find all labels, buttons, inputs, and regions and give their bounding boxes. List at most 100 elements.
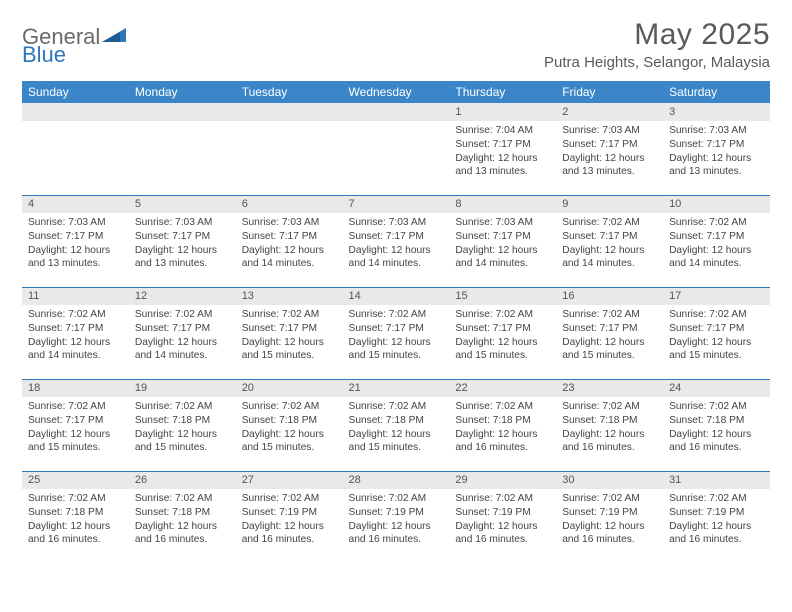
details-row: Sunrise: 7:02 AM Sunset: 7:17 PM Daylight:… [22, 397, 770, 471]
detail-line: Sunset: 7:19 PM [349, 506, 444, 520]
detail-line: and 14 minutes. [669, 257, 764, 271]
calendar-head: Sunday Monday Tuesday Wednesday Thursday… [22, 81, 770, 103]
weekday-thu: Thursday [449, 81, 556, 103]
detail-line: Daylight: 12 hours [349, 244, 444, 258]
day-number-cell: 11 [22, 287, 129, 305]
day-detail-cell: Sunrise: 7:03 AMSunset: 7:17 PMDaylight:… [343, 213, 450, 287]
day-detail-cell: Sunrise: 7:02 AMSunset: 7:17 PMDaylight:… [343, 305, 450, 379]
details-row: Sunrise: 7:02 AMSunset: 7:18 PMDaylight:… [22, 489, 770, 563]
daynum-row: 18192021222324 [22, 379, 770, 397]
detail-line: and 15 minutes. [349, 349, 444, 363]
detail-line: Sunset: 7:18 PM [562, 414, 657, 428]
month-title: May 2025 [544, 18, 770, 52]
day-detail-cell [236, 121, 343, 195]
day-detail-cell: Sunrise: 7:02 AMSunset: 7:17 PMDaylight:… [663, 305, 770, 379]
detail-line: Sunrise: 7:02 AM [562, 216, 657, 230]
detail-line: Sunrise: 7:02 AM [349, 492, 444, 506]
day-number-cell: 1 [449, 103, 556, 121]
detail-line: and 16 minutes. [669, 533, 764, 547]
detail-line: Sunrise: 7:02 AM [455, 492, 550, 506]
day-number-cell: 23 [556, 379, 663, 397]
brand-triangle-icon [102, 26, 128, 49]
day-number-cell: 6 [236, 195, 343, 213]
day-number-cell: 30 [556, 471, 663, 489]
weekday-tue: Tuesday [236, 81, 343, 103]
detail-line: Daylight: 12 hours [455, 244, 550, 258]
calendar-body: 123Sunrise: 7:04 AMSunset: 7:17 PMDaylig… [22, 103, 770, 563]
detail-line: Daylight: 12 hours [562, 336, 657, 350]
detail-line: Sunrise: 7:03 AM [242, 216, 337, 230]
day-detail-cell: Sunrise: 7:02 AMSunset: 7:19 PMDaylight:… [663, 489, 770, 563]
detail-line: Sunrise: 7:02 AM [669, 308, 764, 322]
detail-line: and 15 minutes. [455, 349, 550, 363]
detail-line: Daylight: 12 hours [349, 336, 444, 350]
brand-word-2: Blue [22, 42, 66, 67]
daynum-row: 123 [22, 103, 770, 121]
detail-line: Sunset: 7:17 PM [28, 322, 123, 336]
day-number-cell: 3 [663, 103, 770, 121]
day-number-cell [343, 103, 450, 121]
detail-line: Daylight: 12 hours [242, 428, 337, 442]
detail-line: Daylight: 12 hours [28, 336, 123, 350]
detail-line: and 15 minutes. [669, 349, 764, 363]
details-row: Sunrise: 7:03 AMSunset: 7:17 PMDaylight:… [22, 213, 770, 287]
daynum-row: 25262728293031 [22, 471, 770, 489]
day-detail-cell: Sunrise: 7:02 AMSunset: 7:18 PMDaylight:… [129, 397, 236, 471]
day-detail-cell: Sunrise: 7:02 AMSunset: 7:18 PMDaylight:… [343, 397, 450, 471]
day-number-cell: 18 [22, 379, 129, 397]
day-number-cell: 22 [449, 379, 556, 397]
detail-line: Daylight: 12 hours [562, 520, 657, 534]
detail-line: Sunset: 7:19 PM [242, 506, 337, 520]
calendar-table: Sunday Monday Tuesday Wednesday Thursday… [22, 81, 770, 563]
detail-line: Sunrise: 7:03 AM [455, 216, 550, 230]
detail-line: Sunset: 7:17 PM [455, 322, 550, 336]
detail-line: Sunset: 7:17 PM [242, 322, 337, 336]
detail-line: and 14 minutes. [135, 349, 230, 363]
details-row: Sunrise: 7:02 AMSunset: 7:17 PMDaylight:… [22, 305, 770, 379]
detail-line: Sunset: 7:18 PM [135, 506, 230, 520]
detail-line: Daylight: 12 hours [135, 520, 230, 534]
day-number-cell: 12 [129, 287, 236, 305]
day-detail-cell: Sunrise: 7:02 AMSunset: 7:18 PMDaylight:… [236, 397, 343, 471]
detail-line: and 16 minutes. [242, 533, 337, 547]
detail-line: Daylight: 12 hours [455, 336, 550, 350]
day-number-cell: 14 [343, 287, 450, 305]
day-detail-cell: Sunrise: 7:02 AMSunset: 7:17 PMDaylight:… [236, 305, 343, 379]
detail-line: Sunrise: 7:02 AM [242, 492, 337, 506]
detail-line: Sunset: 7:17 PM [28, 414, 123, 428]
weekday-sat: Saturday [663, 81, 770, 103]
detail-line: Sunset: 7:18 PM [242, 414, 337, 428]
detail-line: Daylight: 12 hours [242, 520, 337, 534]
detail-line: Sunrise: 7:02 AM [135, 400, 230, 414]
detail-line: Sunrise: 7:02 AM [242, 400, 337, 414]
detail-line: Sunrise: 7:02 AM [455, 308, 550, 322]
detail-line: Sunset: 7:19 PM [562, 506, 657, 520]
detail-line: Daylight: 12 hours [669, 428, 764, 442]
detail-line: and 14 minutes. [562, 257, 657, 271]
day-detail-cell: Sunrise: 7:02 AMSunset: 7:17 PMDaylight:… [556, 213, 663, 287]
detail-line: Sunset: 7:17 PM [455, 138, 550, 152]
weekday-wed: Wednesday [343, 81, 450, 103]
detail-line: and 16 minutes. [562, 441, 657, 455]
day-number-cell: 10 [663, 195, 770, 213]
detail-line: Sunrise: 7:03 AM [135, 216, 230, 230]
detail-line: and 14 minutes. [28, 349, 123, 363]
calendar-page: General May 2025 Putra Heights, Selangor… [0, 0, 792, 612]
detail-line: and 13 minutes. [28, 257, 123, 271]
day-number-cell [236, 103, 343, 121]
detail-line: Sunrise: 7:02 AM [28, 308, 123, 322]
details-row: Sunrise: 7:04 AMSunset: 7:17 PMDaylight:… [22, 121, 770, 195]
detail-line: Daylight: 12 hours [669, 152, 764, 166]
day-detail-cell: Sunrise: 7:02 AMSunset: 7:17 PMDaylight:… [663, 213, 770, 287]
day-detail-cell: Sunrise: 7:02 AMSunset: 7:17 PMDaylight:… [22, 397, 129, 471]
day-number-cell: 5 [129, 195, 236, 213]
detail-line: and 16 minutes. [562, 533, 657, 547]
weekday-mon: Monday [129, 81, 236, 103]
day-detail-cell: Sunrise: 7:03 AMSunset: 7:17 PMDaylight:… [22, 213, 129, 287]
day-number-cell: 15 [449, 287, 556, 305]
day-number-cell: 8 [449, 195, 556, 213]
detail-line: and 13 minutes. [135, 257, 230, 271]
detail-line: and 14 minutes. [349, 257, 444, 271]
day-detail-cell: Sunrise: 7:02 AMSunset: 7:19 PMDaylight:… [556, 489, 663, 563]
detail-line: Daylight: 12 hours [669, 336, 764, 350]
